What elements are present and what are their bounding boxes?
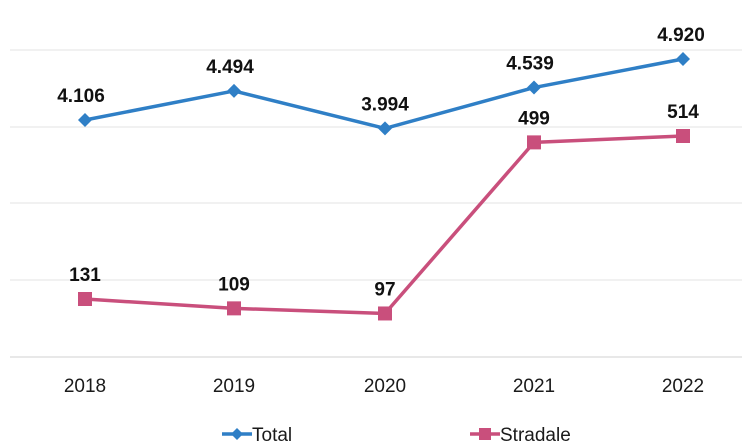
series-stradale xyxy=(78,129,690,321)
data-label: 3.994 xyxy=(361,94,409,115)
x-tick-label: 2020 xyxy=(364,376,406,397)
x-tick-label: 2021 xyxy=(513,376,555,397)
x-tick-label: 2019 xyxy=(213,376,255,397)
data-point xyxy=(78,113,92,127)
data-label: 4.494 xyxy=(206,57,254,78)
data-label: 4.920 xyxy=(657,25,705,46)
series-total xyxy=(78,52,690,136)
data-point xyxy=(227,83,241,98)
legend-marker xyxy=(231,428,243,440)
data-point xyxy=(378,121,392,136)
legend: Total Stradale xyxy=(222,425,571,444)
data-label: 97 xyxy=(374,279,395,300)
data-label: 131 xyxy=(69,265,101,286)
legend-item-total: Total xyxy=(222,425,292,444)
data-point xyxy=(527,80,541,95)
data-labels: 4.106 4.494 3.994 4.539 4.920 131 109 97 499 514 xyxy=(57,25,705,300)
data-point xyxy=(378,306,392,321)
legend-marker xyxy=(479,428,491,440)
data-label: 4.106 xyxy=(57,86,105,107)
series-lines xyxy=(78,52,690,321)
x-tick-label: 2022 xyxy=(662,376,704,397)
x-axis-ticks: 2018 2019 2020 2021 2022 xyxy=(64,376,704,397)
data-label: 109 xyxy=(218,274,250,295)
legend-label: Total xyxy=(252,425,292,444)
data-point xyxy=(527,135,541,150)
data-point xyxy=(227,301,241,316)
data-point xyxy=(78,292,92,306)
data-label: 4.539 xyxy=(506,54,554,75)
legend-item-stradale: Stradale xyxy=(470,425,571,444)
grid-lines xyxy=(10,49,742,358)
data-point xyxy=(676,129,690,143)
data-label: 499 xyxy=(518,108,550,129)
legend-label: Stradale xyxy=(500,425,571,444)
data-point xyxy=(676,52,690,66)
x-tick-label: 2018 xyxy=(64,376,106,397)
data-label: 514 xyxy=(667,102,699,123)
